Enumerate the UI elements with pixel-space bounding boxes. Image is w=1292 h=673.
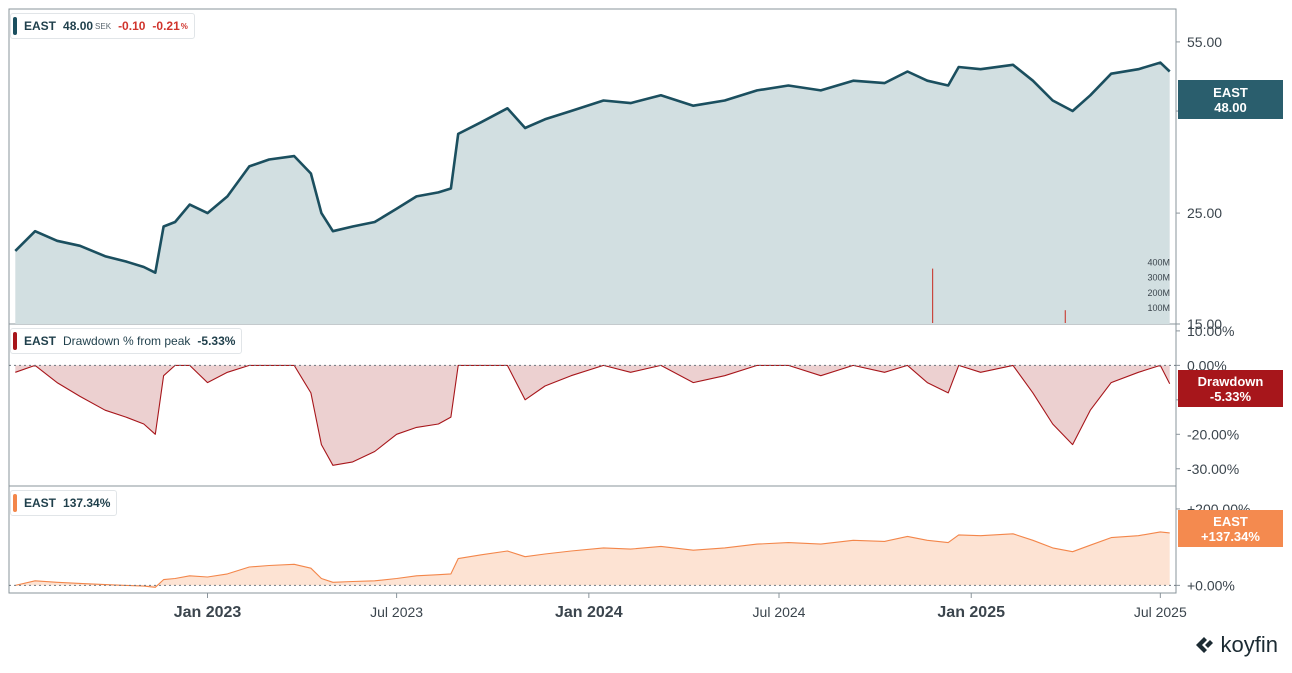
x-axis-tick-label: Jul 2024 [753,604,806,620]
price-tag-value: 48.00 [1178,100,1283,115]
koyfin-logo: koyfin [1193,632,1278,658]
price-legend-symbol: EAST [24,19,56,33]
return-tag-symbol: EAST [1178,514,1283,529]
price-legend-change: -0.10 [118,19,145,33]
x-axis-tick-label: Jul 2023 [370,604,423,620]
drawdown-series-line [15,365,1169,465]
return-area-fill [15,532,1169,587]
price-y-tick-label: 25.00 [1187,205,1222,221]
drawdown-legend-symbol: EAST [24,334,56,348]
price-legend-price: 48.00 [63,19,93,33]
drawdown-tag-value: -5.33% [1178,389,1283,404]
return-y-tick-label: +0.00% [1187,577,1235,593]
drawdown-legend-value: -5.33% [197,334,235,348]
volume-tick-label: 200M [1147,288,1170,298]
price-legend[interactable]: EAST 48.00 SEK -0.10 -0.21 % [10,13,195,39]
drawdown-area-fill [15,365,1169,465]
drawdown-legend[interactable]: EAST Drawdown % from peak -5.33% [10,328,242,354]
return-legend[interactable]: EAST 137.34% [10,490,117,516]
volume-tick-label: 400M [1147,258,1170,268]
price-tag-symbol: EAST [1178,85,1283,100]
return-legend-swatch [13,494,17,512]
price-y-tick-label: 55.00 [1187,34,1222,50]
x-axis-tick-label: Jul 2025 [1134,604,1187,620]
x-axis-tick-label: Jan 2024 [555,604,623,621]
price-area-fill [15,63,1169,324]
volume-tick-label: 100M [1147,303,1170,313]
drawdown-legend-swatch [13,332,17,350]
price-legend-change-pct: -0.21 [152,19,179,33]
return-legend-symbol: EAST [24,496,56,510]
drawdown-tag-label: Drawdown [1178,374,1283,389]
price-legend-currency: SEK [95,22,111,31]
drawdown-y-tick-label: 10.00% [1187,323,1234,339]
return-last-value-tag: EAST +137.34% [1178,510,1283,547]
brand-name: koyfin [1221,632,1278,658]
drawdown-y-tick-label: -20.00% [1187,426,1239,442]
price-legend-swatch [13,17,17,35]
price-legend-pct-sign: % [181,22,188,31]
return-legend-value: 137.34% [63,496,110,510]
x-axis-tick-label: Jan 2025 [937,604,1005,621]
koyfin-logo-icon [1193,634,1215,656]
x-axis-tick-label: Jan 2023 [174,604,242,621]
price-last-value-tag: EAST 48.00 [1178,80,1283,119]
return-tag-value: +137.34% [1178,529,1283,544]
drawdown-last-value-tag: Drawdown -5.33% [1178,370,1283,407]
volume-tick-label: 300M [1147,273,1170,283]
drawdown-y-tick-label: -30.00% [1187,461,1239,477]
drawdown-legend-label: Drawdown % from peak [63,334,190,348]
